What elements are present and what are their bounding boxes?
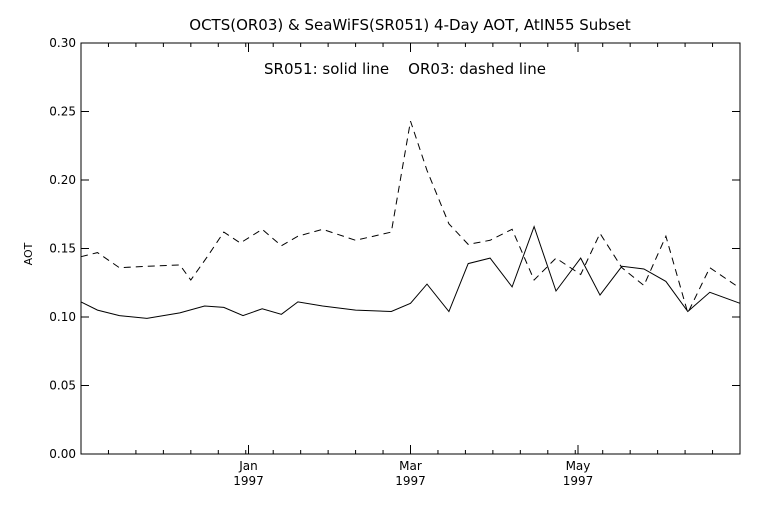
chart-title: OCTS(OR03) & SeaWiFS(SR051) 4-Day AOT, A… [189, 16, 631, 34]
y-tick-label-1: 0.05 [49, 379, 76, 393]
x-tick-year-1: 1997 [395, 474, 426, 488]
x-tick-label-2: May [566, 459, 591, 473]
y-tick-label-4: 0.20 [49, 173, 76, 187]
series-line-sr051 [80, 225, 741, 319]
plot-frame [80, 42, 741, 455]
x-tick-year-2: 1997 [563, 474, 594, 488]
x-tick-label-1: Mar [399, 459, 422, 473]
y-tick-label-0: 0.00 [49, 447, 76, 461]
series-line-or03 [80, 120, 741, 315]
x-tick-label-0: Jan [238, 459, 258, 473]
series-legend-note: SR051: solid line OR03: dashed line [264, 60, 546, 78]
y-axis-label: AOT [22, 242, 35, 265]
y-tick-label-6: 0.30 [49, 36, 76, 50]
data-series [80, 120, 741, 319]
axis-ticks: 0.000.050.100.150.200.250.30Jan1997Mar19… [49, 36, 741, 488]
y-tick-label-3: 0.15 [49, 242, 76, 256]
y-tick-label-2: 0.10 [49, 310, 76, 324]
y-tick-label-5: 0.25 [49, 105, 76, 119]
x-tick-year-0: 1997 [233, 474, 264, 488]
